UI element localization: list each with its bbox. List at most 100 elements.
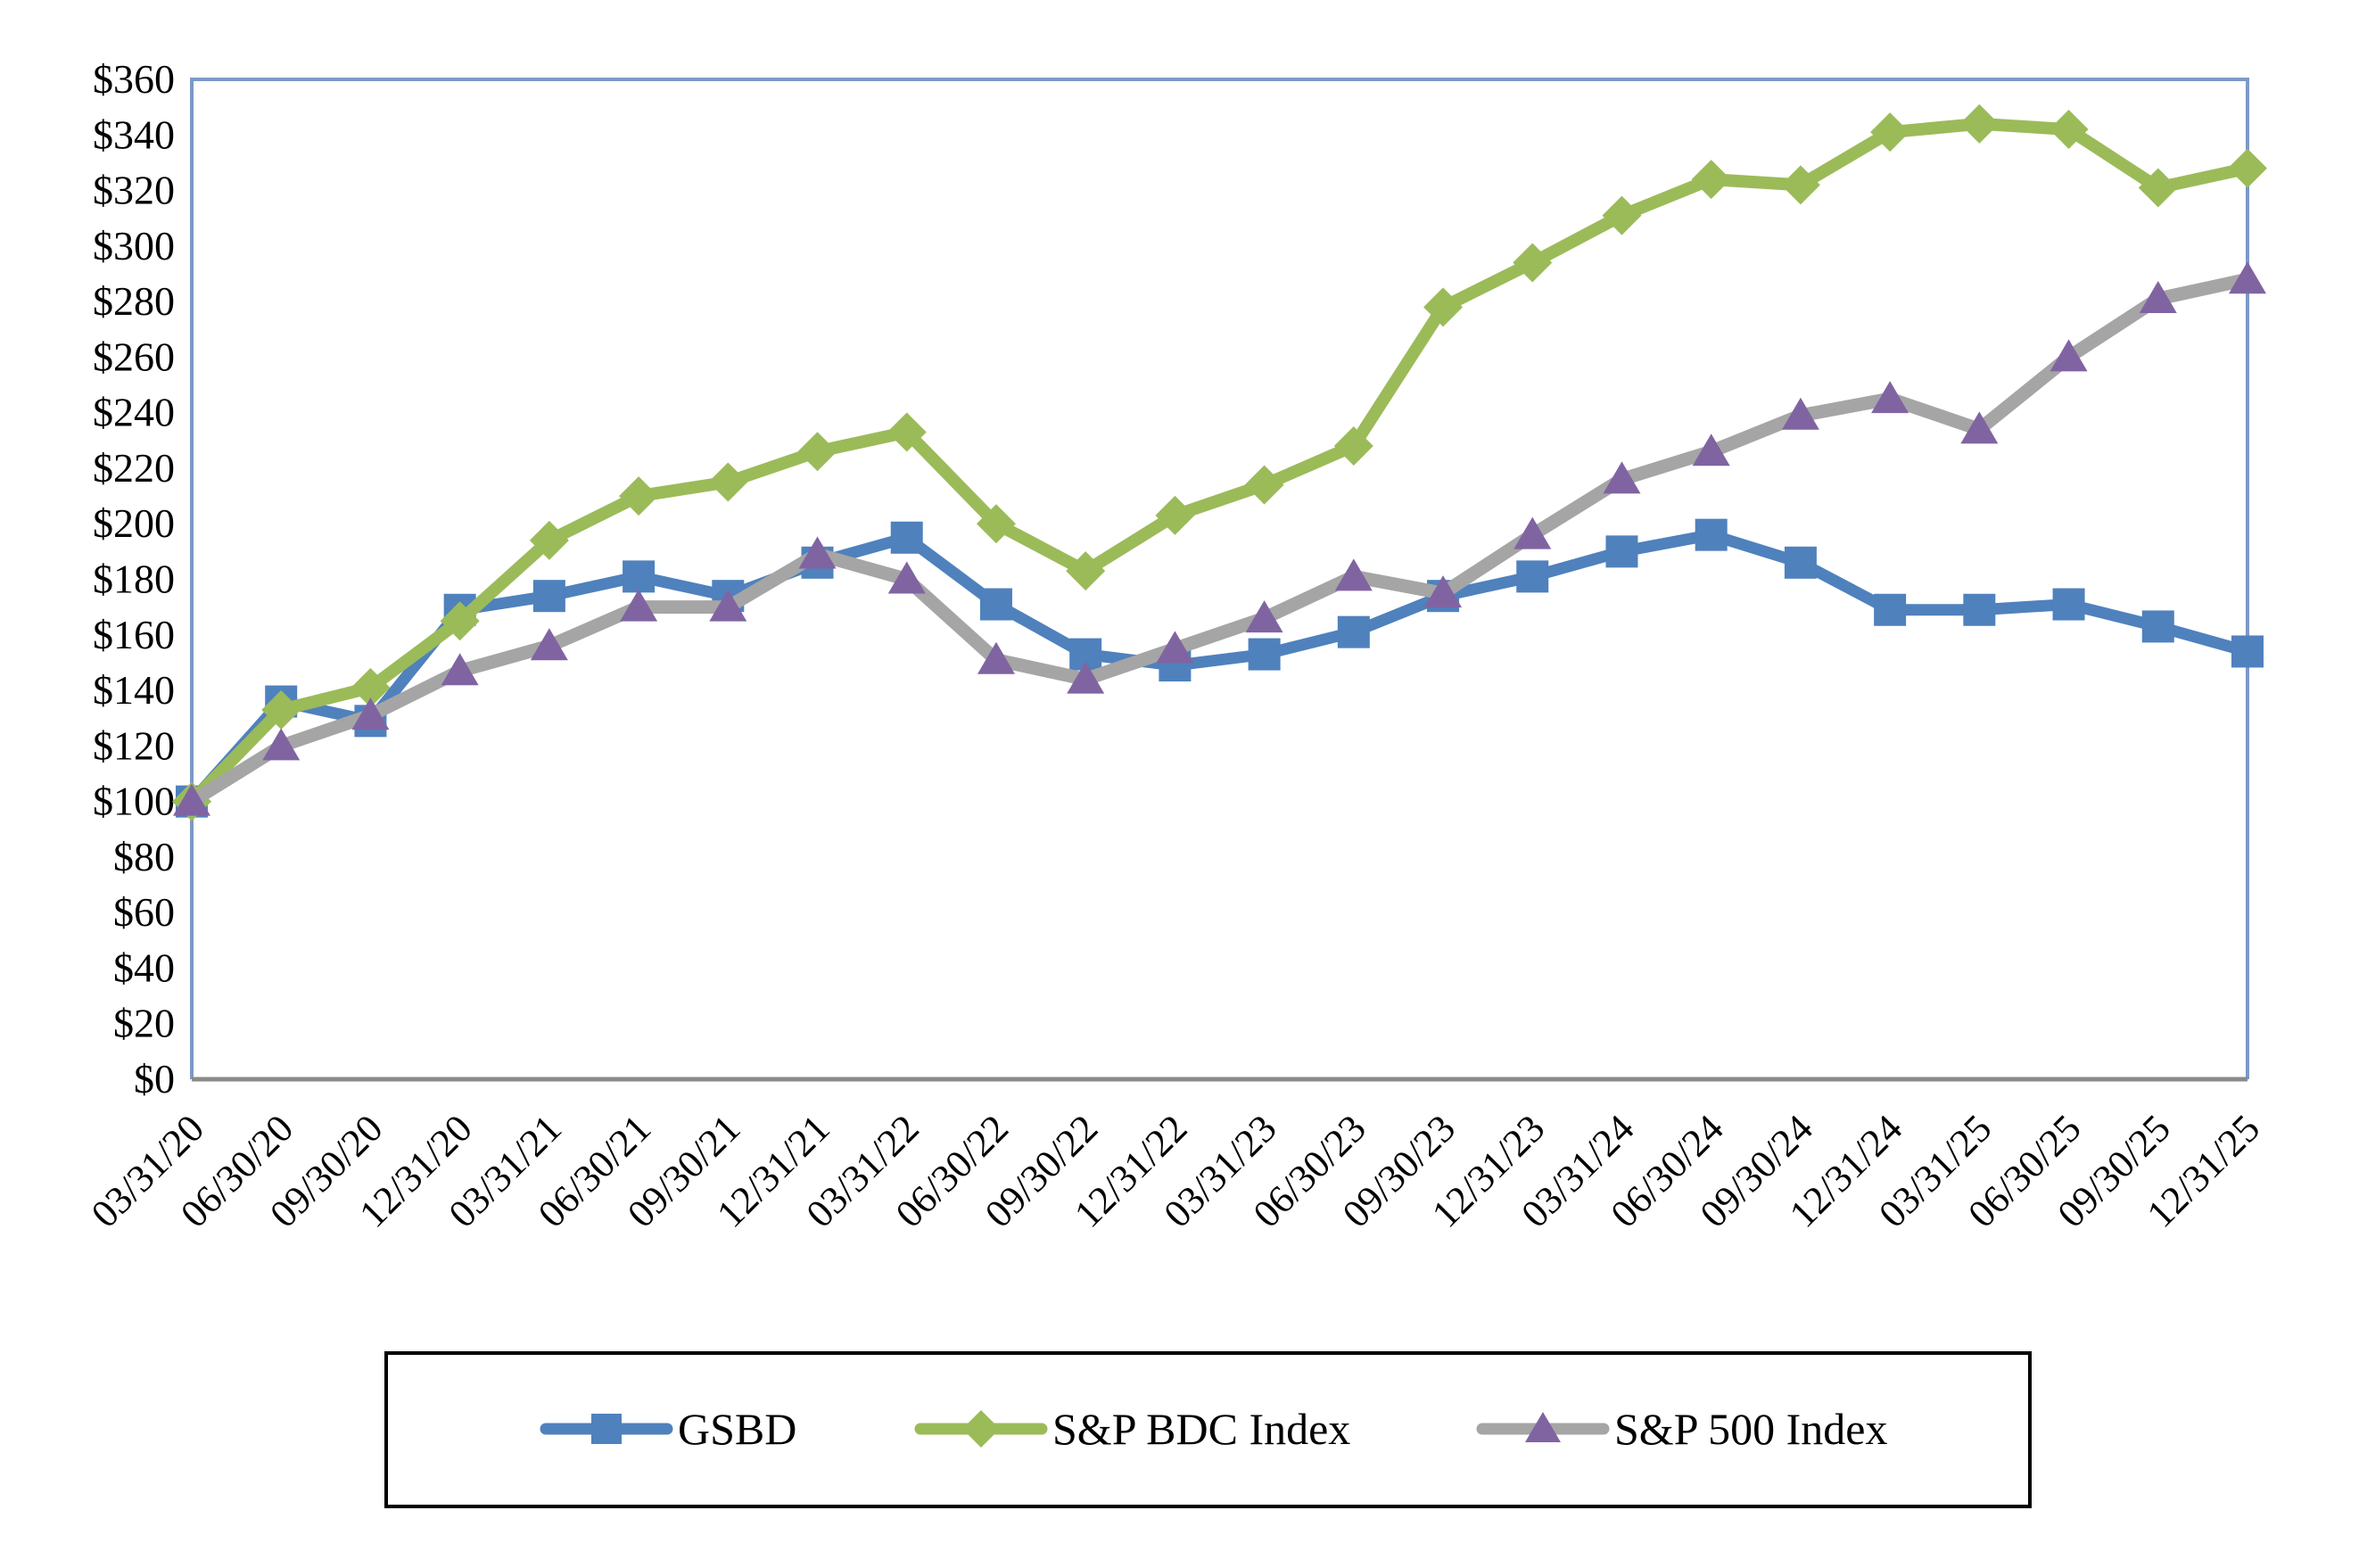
legend-label-s-p-bdc-index: S&P BDC Index: [1052, 1404, 1350, 1454]
data-point-marker: [1692, 433, 1730, 466]
data-point-marker: [1066, 551, 1106, 591]
data-point-marker: [619, 476, 659, 516]
y-tick-label: $160: [93, 612, 175, 657]
data-point-marker: [2229, 261, 2266, 294]
data-point-marker: [529, 520, 569, 560]
data-point-marker: [1691, 160, 1731, 200]
y-tick-label: $240: [93, 390, 175, 435]
data-point-marker: [1602, 195, 1642, 235]
series-line-gsbd: [187, 529, 2249, 805]
y-tick-label: $280: [93, 278, 175, 324]
y-tick-label: $60: [113, 889, 175, 935]
data-point-marker: [441, 653, 479, 686]
series-layer: [172, 103, 2267, 821]
data-point-marker: [2231, 635, 2264, 668]
y-tick-label: $180: [93, 557, 175, 602]
legend: GSBD S&P BDC Index S&P 500 Index: [384, 1351, 2032, 1508]
y-tick-label: $340: [93, 111, 175, 157]
data-point-marker: [2049, 110, 2089, 150]
data-point-marker: [890, 521, 923, 554]
y-tick-label: $120: [93, 722, 175, 768]
data-point-marker: [1695, 518, 1728, 551]
data-point-marker: [1960, 411, 1999, 444]
y-tick-label: $40: [113, 945, 175, 990]
data-point-marker: [977, 641, 1015, 674]
data-point-marker: [351, 667, 391, 707]
data-point-marker: [261, 689, 301, 730]
y-tick-label: $360: [93, 56, 175, 102]
legend-item-s-p-bdc-index: S&P BDC Index: [914, 1404, 1350, 1454]
y-tick-label: $200: [93, 500, 175, 546]
data-point-marker: [2052, 588, 2085, 621]
data-point-marker: [1784, 546, 1817, 579]
y-tick-label: $140: [93, 667, 175, 713]
legend-label-gsbd: GSBD: [678, 1404, 796, 1454]
data-point-marker: [2049, 339, 2088, 372]
data-point-marker: [2139, 280, 2177, 313]
series-line-s-p-500-index: [188, 272, 2249, 807]
data-point-marker: [1067, 661, 1105, 694]
data-point-marker: [1874, 593, 1907, 626]
data-point-marker: [1513, 243, 1553, 283]
data-point-marker: [1244, 465, 1284, 505]
y-tick-label: $0: [134, 1056, 175, 1102]
data-point-marker: [1959, 103, 2000, 144]
y-tick-label: $220: [93, 445, 175, 491]
data-point-marker: [591, 1414, 622, 1444]
legend-label-s-p-500-index: S&P 500 Index: [1614, 1404, 1888, 1454]
data-point-marker: [1156, 631, 1194, 664]
data-point-marker: [1245, 600, 1283, 633]
data-point-marker: [976, 504, 1016, 544]
data-point-marker: [2138, 168, 2178, 208]
data-point-marker: [2141, 610, 2174, 643]
data-point-marker: [709, 589, 747, 622]
plot-border: [190, 78, 2249, 1079]
data-point-marker: [530, 628, 568, 661]
data-point-marker: [623, 560, 656, 593]
data-point-marker: [1423, 287, 1464, 327]
data-point-marker: [1333, 426, 1373, 466]
y-tick-label: $20: [113, 1001, 175, 1046]
data-point-marker: [1248, 638, 1281, 671]
data-point-marker: [797, 432, 837, 472]
legend-item-s-p-500-index: S&P 500 Index: [1476, 1404, 1888, 1454]
data-point-marker: [1780, 165, 1820, 205]
data-point-marker: [1155, 495, 1195, 535]
x-axis-tick-labels: 03/31/2006/30/2009/30/2012/31/2003/31/21…: [83, 1106, 2268, 1235]
series-line-s-p-bdc-index: [186, 117, 2249, 806]
y-tick-label: $320: [93, 168, 175, 213]
data-point-marker: [440, 601, 480, 641]
data-point-marker: [979, 588, 1012, 621]
data-point-marker: [1603, 461, 1641, 494]
y-tick-label: $300: [93, 223, 175, 268]
data-point-marker: [2228, 148, 2267, 188]
data-point-marker: [1871, 381, 1909, 414]
series-s-p-bdc-index: [172, 103, 2267, 821]
series-s-p-500-index: [173, 261, 2266, 816]
y-tick-label: $260: [93, 334, 175, 379]
y-tick-label: $100: [93, 779, 175, 824]
data-point-marker: [1337, 615, 1370, 648]
data-point-marker: [1424, 575, 1463, 608]
data-point-marker: [1525, 1412, 1561, 1442]
data-point-marker: [1870, 112, 1910, 153]
y-tick-label: $80: [113, 834, 175, 879]
data-point-marker: [1516, 560, 1549, 593]
data-point-marker: [1513, 516, 1552, 549]
data-point-marker: [962, 1410, 1000, 1448]
data-point-marker: [1781, 397, 1819, 430]
data-point-marker: [798, 536, 837, 569]
data-point-marker: [1334, 558, 1373, 591]
data-point-marker: [262, 728, 301, 761]
plot-area: [190, 78, 2249, 1082]
data-point-marker: [1963, 593, 1996, 626]
data-point-marker: [620, 589, 658, 622]
data-point-marker: [708, 462, 748, 502]
data-point-marker: [1605, 535, 1638, 568]
legend-item-gsbd: GSBD: [540, 1404, 796, 1454]
data-point-marker: [351, 697, 390, 730]
y-axis-tick-labels: $0 $20 $40 $60 $80 $100 $120 $140 $160 $180 $200 $2…: [93, 56, 175, 1102]
data-point-marker: [532, 580, 565, 613]
